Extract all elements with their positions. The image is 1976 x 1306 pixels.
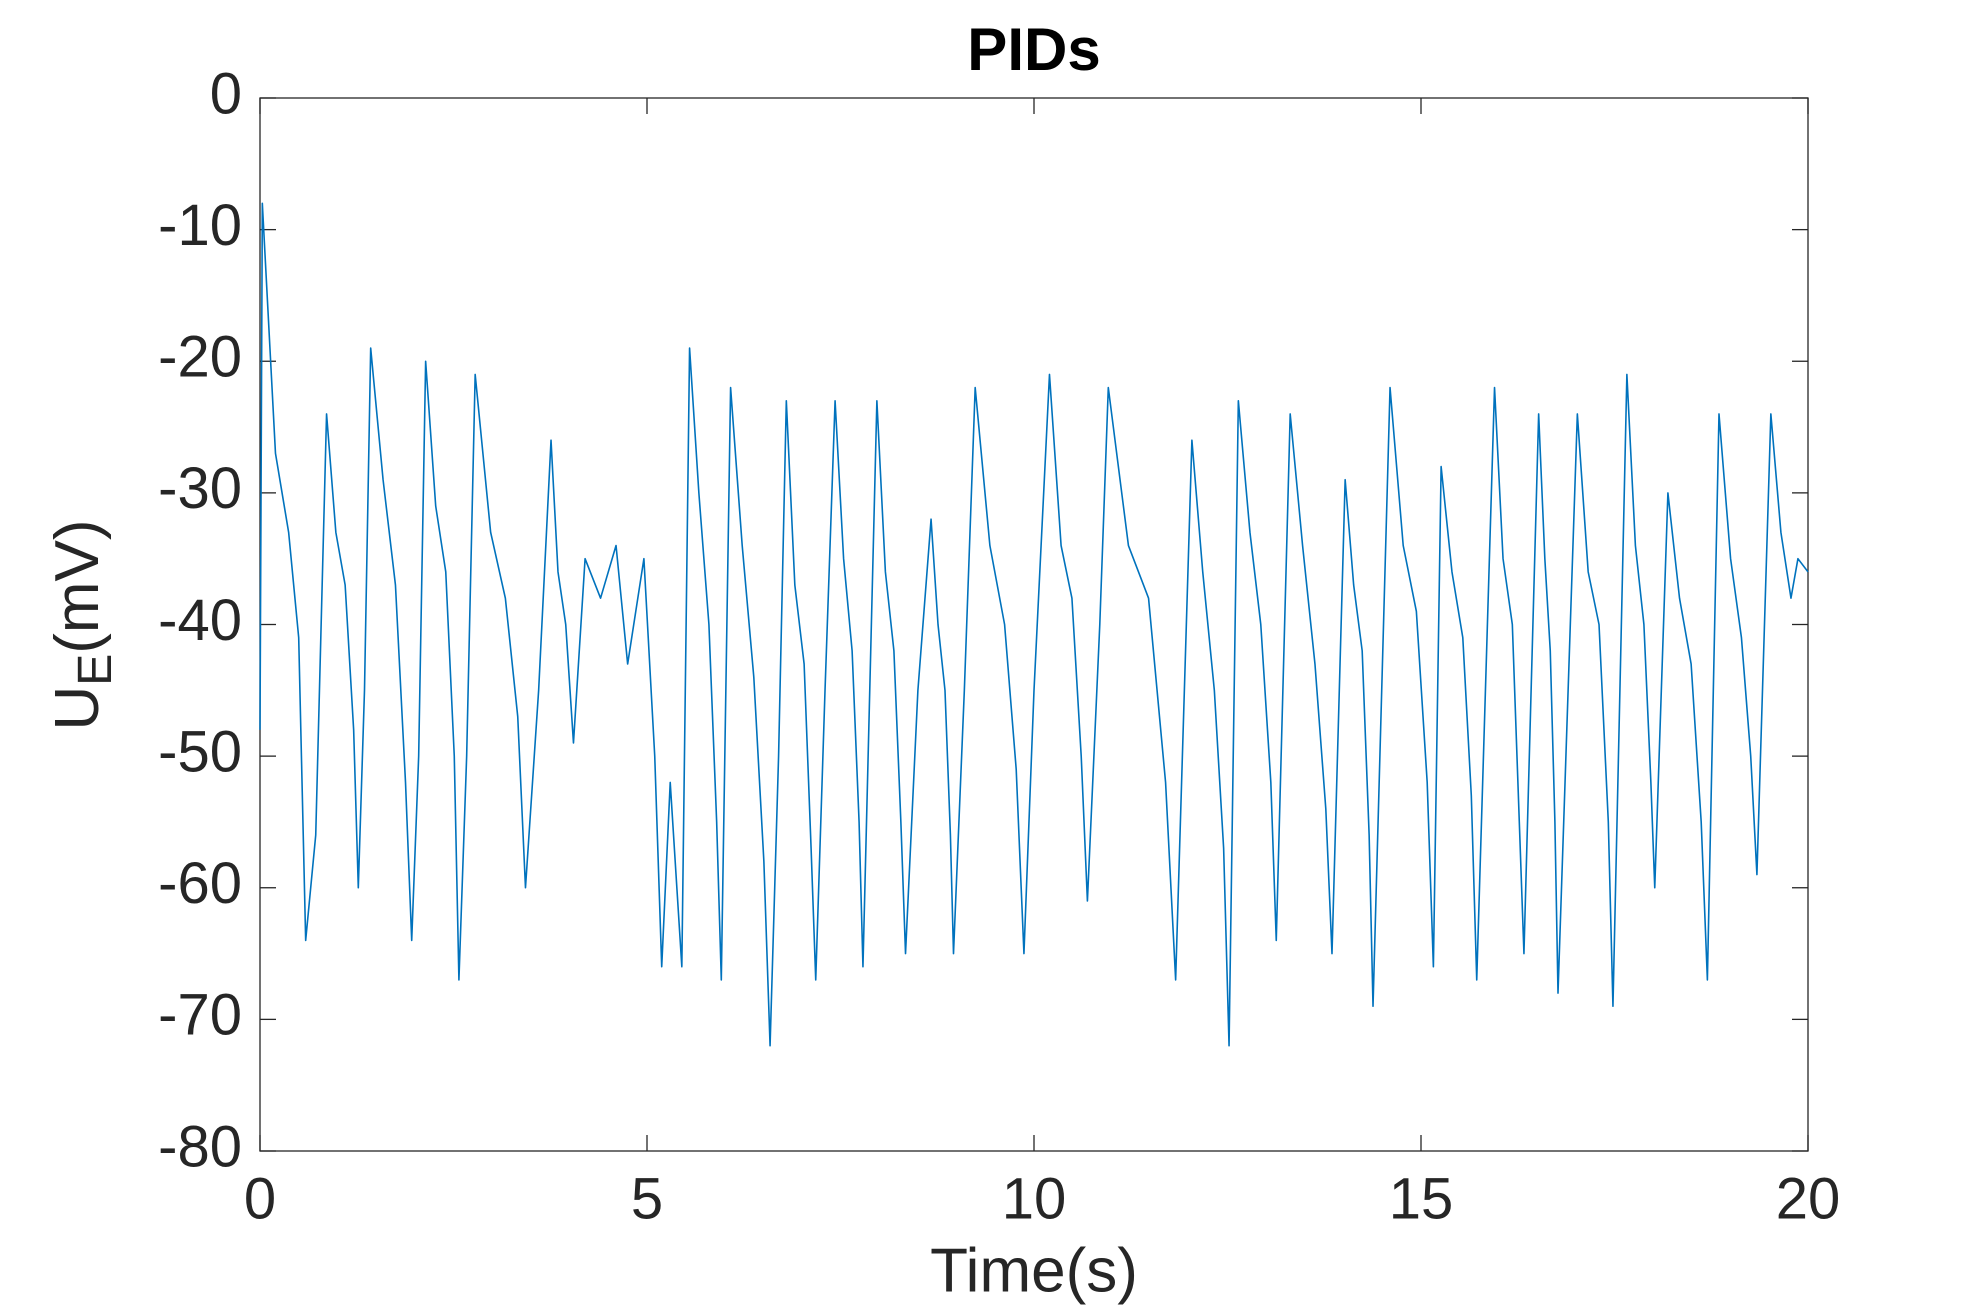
x-tick-label: 10 bbox=[1002, 1166, 1067, 1231]
y-tick-label: 0 bbox=[210, 61, 242, 126]
data-line bbox=[259, 202, 1809, 1047]
y-tick-label: -20 bbox=[158, 325, 242, 390]
y-tick-label: -10 bbox=[158, 193, 242, 258]
y-tick-label: -70 bbox=[158, 983, 242, 1048]
plot-frame bbox=[259, 97, 1809, 1152]
x-tick-label: 20 bbox=[1776, 1166, 1841, 1231]
chart-title: PIDs bbox=[967, 16, 1100, 83]
y-label-unit: (mV) bbox=[43, 519, 112, 653]
x-tick-label: 5 bbox=[631, 1166, 663, 1231]
y-label-sub: E bbox=[69, 654, 122, 686]
x-tick-label: 0 bbox=[244, 1166, 276, 1231]
y-tick-label: -50 bbox=[158, 719, 242, 784]
y-tick-label: -80 bbox=[158, 1114, 242, 1179]
y-label-main: U bbox=[43, 686, 112, 731]
x-axis-label: Time(s) bbox=[930, 1236, 1138, 1305]
y-axis-label: UE(mV) bbox=[43, 519, 121, 730]
y-tick-label: -30 bbox=[158, 456, 242, 521]
x-tick-label: 15 bbox=[1389, 1166, 1454, 1231]
y-tick-label: -40 bbox=[158, 588, 242, 653]
y-tick-label: -60 bbox=[158, 851, 242, 916]
